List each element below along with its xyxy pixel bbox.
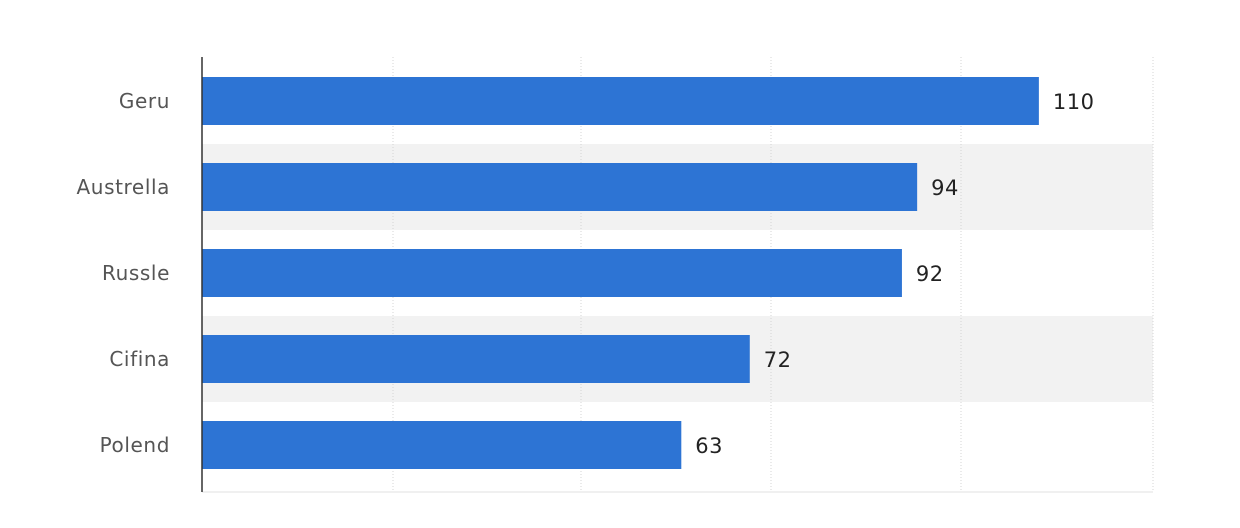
value-label: 110 [1053,90,1095,114]
bar-geru [202,77,1039,125]
category-label: Russle [102,261,170,285]
bar-russle [202,249,902,297]
category-label: Geru [119,89,170,113]
bar-layer [202,77,1039,469]
category-label: Cifina [109,347,170,371]
value-label: 63 [695,434,723,458]
bar-polend [202,421,682,469]
label-layer: Geru 110 Austrella 94 Russle 92 Cifina 72 Polend… [77,89,1095,458]
value-label: 72 [764,348,792,372]
gridline-layer [202,57,1154,493]
value-label: 94 [931,176,959,200]
bar-austrella [202,163,918,211]
category-label: Austrella [77,175,170,199]
bar-cifina [202,335,750,383]
category-label: Polend [100,433,170,457]
value-label: 92 [916,262,944,286]
